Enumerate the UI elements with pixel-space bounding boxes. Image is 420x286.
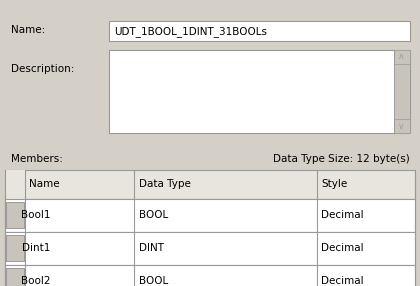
Text: Decimal: Decimal bbox=[321, 210, 364, 220]
Bar bbox=[6, 202, 24, 228]
Bar bbox=[5, 199, 415, 232]
Text: Decimal: Decimal bbox=[321, 243, 364, 253]
Text: Bool1: Bool1 bbox=[21, 210, 50, 220]
Bar bbox=[394, 50, 410, 133]
Bar bbox=[109, 21, 410, 41]
Text: DINT: DINT bbox=[139, 243, 164, 253]
Text: Decimal: Decimal bbox=[321, 276, 364, 286]
Text: Members:: Members: bbox=[10, 154, 63, 164]
Text: BOOL: BOOL bbox=[139, 210, 168, 220]
Text: Style: Style bbox=[321, 180, 348, 189]
Text: Description:: Description: bbox=[10, 64, 74, 74]
Text: Bool2: Bool2 bbox=[21, 276, 50, 286]
Bar bbox=[5, 170, 25, 199]
Text: ∨: ∨ bbox=[398, 122, 405, 131]
Bar bbox=[6, 235, 24, 261]
Text: Data Type: Data Type bbox=[139, 180, 191, 189]
Bar bbox=[5, 232, 415, 265]
Bar bbox=[109, 50, 410, 133]
Text: UDT_1BOOL_1DINT_31BOOLs: UDT_1BOOL_1DINT_31BOOLs bbox=[114, 26, 267, 37]
Text: Dint1: Dint1 bbox=[21, 243, 50, 253]
Text: Name: Name bbox=[29, 180, 60, 189]
Bar bbox=[394, 50, 410, 64]
Bar bbox=[5, 265, 415, 286]
Text: BOOL: BOOL bbox=[139, 276, 168, 286]
Bar bbox=[6, 268, 24, 286]
Bar bbox=[5, 170, 415, 199]
Text: Data Type Size: 12 byte(s): Data Type Size: 12 byte(s) bbox=[273, 154, 410, 164]
Text: ∧: ∧ bbox=[398, 52, 405, 61]
Bar bbox=[394, 119, 410, 133]
Text: Name:: Name: bbox=[10, 25, 45, 35]
